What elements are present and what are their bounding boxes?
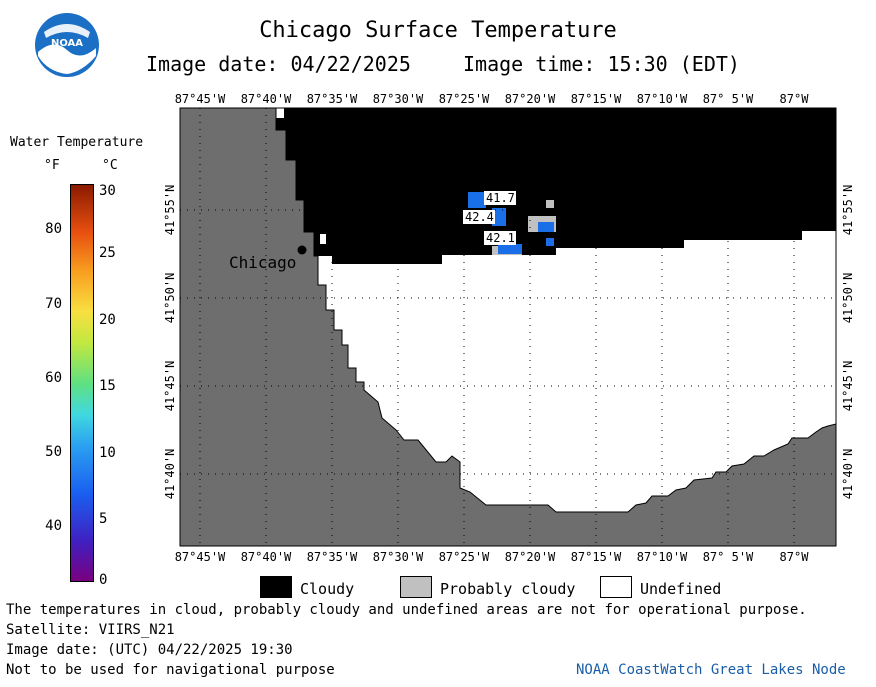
probably-cloudy-label: Probably cloudy xyxy=(440,580,576,598)
lon-label: 87°W xyxy=(780,92,810,106)
noaa-logo: NOAA xyxy=(35,13,99,77)
c-tick: 5 xyxy=(99,511,108,527)
disclaimer-note: The temperatures in cloud, probably clou… xyxy=(6,602,807,618)
undefined-label: Undefined xyxy=(640,580,722,598)
chicago-marker xyxy=(297,245,307,255)
lat-label: 41°40'N xyxy=(841,449,855,500)
lon-label: 87°10'W xyxy=(637,92,688,106)
lat-label: 41°50'N xyxy=(841,273,855,324)
image-date: Image date: 04/22/2025 xyxy=(146,52,411,76)
temp-label: 42.1 xyxy=(486,231,515,245)
map-frame xyxy=(179,107,837,547)
navigation-note: Not to be used for navigational purpose xyxy=(6,662,335,678)
f-tick: 50 xyxy=(45,444,62,460)
f-tick: 80 xyxy=(45,221,62,237)
lon-label: 87°20'W xyxy=(505,550,556,564)
temperature-colorbar xyxy=(70,184,94,582)
lon-label: 87° 5'W xyxy=(703,550,754,564)
unit-fahrenheit: °F xyxy=(44,158,60,173)
lat-label: 41°50'N xyxy=(163,273,177,324)
lon-label: 87°40'W xyxy=(241,92,292,106)
temp-label: 42.4 xyxy=(465,210,494,224)
lon-label: 87° 5'W xyxy=(703,92,754,106)
unit-celsius: °C xyxy=(102,158,118,173)
temperature-pixel xyxy=(468,192,486,208)
graticule xyxy=(180,108,836,546)
lat-label: 41°55'N xyxy=(841,185,855,236)
c-tick: 0 xyxy=(99,572,108,588)
undefined-swatch xyxy=(600,576,632,598)
page-title: Chicago Surface Temperature xyxy=(259,18,617,43)
lon-label: 87°25'W xyxy=(439,550,490,564)
legend-title: Water Temperature xyxy=(10,135,144,150)
cloudy-label: Cloudy xyxy=(300,580,355,598)
lat-label: 41°40'N xyxy=(163,449,177,500)
lon-label: 87°35'W xyxy=(307,92,358,106)
coastwatch-node: NOAA CoastWatch Great Lakes Node xyxy=(576,662,846,678)
city-label: Chicago xyxy=(229,253,297,272)
lon-label: 87°30'W xyxy=(373,550,424,564)
lon-label: 87°10'W xyxy=(637,550,688,564)
lat-label: 41°45'N xyxy=(841,361,855,412)
lon-label: 87°25'W xyxy=(439,92,490,106)
lon-label: 87°15'W xyxy=(571,92,622,106)
c-tick: 25 xyxy=(99,245,116,261)
lon-label: 87°45'W xyxy=(175,550,226,564)
f-tick: 60 xyxy=(45,370,62,386)
satellite-note: Satellite: VIIRS_N21 xyxy=(6,622,175,638)
c-tick: 10 xyxy=(99,445,116,461)
temp-label: 41.7 xyxy=(486,191,515,205)
lon-label: 87°45'W xyxy=(175,92,226,106)
image-time: Image time: 15:30 (EDT) xyxy=(463,52,740,76)
c-tick: 15 xyxy=(99,378,116,394)
lat-label: 41°45'N xyxy=(163,361,177,412)
f-tick: 40 xyxy=(45,518,62,534)
lat-label: 41°55'N xyxy=(163,185,177,236)
c-tick: 20 xyxy=(99,312,116,328)
cloudy-swatch xyxy=(260,576,292,598)
utc-date-note: Image date: (UTC) 04/22/2025 19:30 xyxy=(6,642,293,658)
f-tick: 70 xyxy=(45,296,62,312)
c-tick: 30 xyxy=(99,183,116,199)
lon-label: 87°W xyxy=(780,550,810,564)
lon-label: 87°20'W xyxy=(505,92,556,106)
noaa-logo-text: NOAA xyxy=(51,38,83,49)
lon-label: 87°35'W xyxy=(307,550,358,564)
lon-label: 87°40'W xyxy=(241,550,292,564)
lon-label: 87°15'W xyxy=(571,550,622,564)
cloudy-area xyxy=(276,108,836,264)
probably-cloudy-swatch xyxy=(400,576,432,598)
land-area xyxy=(179,107,837,547)
lon-label: 87°30'W xyxy=(373,92,424,106)
